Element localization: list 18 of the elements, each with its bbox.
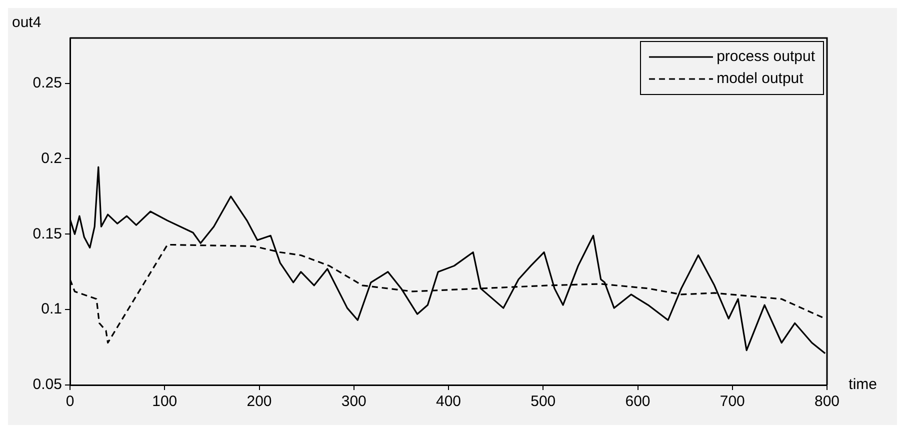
y-tick-label: 0.2 (41, 150, 62, 167)
x-tick-label: 200 (246, 393, 272, 410)
x-tick-label: 600 (625, 393, 650, 410)
x-tick-label: 500 (530, 393, 556, 410)
x-axis-title: time (848, 376, 877, 393)
legend-label: process output (716, 47, 815, 67)
x-tick-label: 800 (814, 393, 840, 410)
x-tick-label: 300 (341, 393, 366, 410)
y-tick-label: 0.25 (32, 74, 62, 92)
x-tick-label: 400 (436, 393, 462, 410)
y-tick-label: 0.1 (41, 300, 62, 318)
y-tick-label: 0.05 (32, 376, 62, 394)
y-axis-title: out4 (12, 14, 42, 31)
y-tick-label: 0.15 (32, 225, 62, 242)
x-tick-label: 700 (720, 393, 745, 410)
x-tick-label: 100 (152, 393, 178, 410)
legend-label: model output (716, 69, 804, 89)
x-tick-label: 0 (66, 393, 74, 410)
